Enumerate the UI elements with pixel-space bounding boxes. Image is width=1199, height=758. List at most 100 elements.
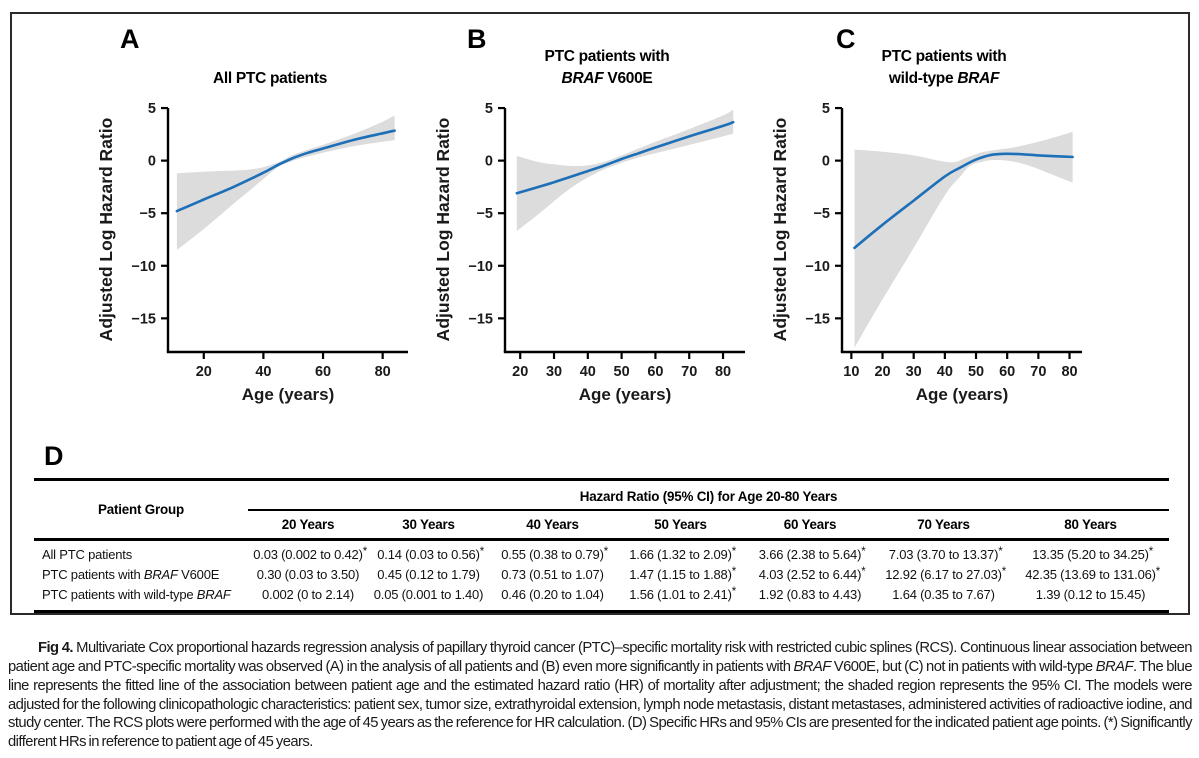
panel-title-text: All PTC patients	[212, 70, 328, 87]
y-tick-label: −10	[468, 259, 493, 275]
x-tick-label: 20	[196, 364, 212, 380]
fit-line	[175, 129, 396, 213]
hr-value-cell: 13.35 (5.20 to 34.25)*	[1032, 545, 1154, 562]
x-tick-label: 10	[843, 364, 859, 380]
caption-text: V600E, but (C) not in patients with wild…	[830, 658, 1096, 675]
x-tick-label: 20	[512, 364, 528, 380]
panel-title-line: PTC patients with	[479, 46, 735, 68]
y-tick-label: 5	[822, 101, 830, 117]
hr-value-cell: 1.92 (0.83 to 4.43)	[758, 587, 862, 602]
hr-value-cell: 0.03 (0.002 to 0.42)*	[253, 545, 368, 562]
y-tick-label: −15	[468, 311, 493, 327]
col-header-40y: 40 Years	[489, 510, 616, 541]
figure-caption: Fig 4. Multivariate Cox proportional haz…	[8, 639, 1193, 752]
patient-group-text: PTC patients with	[42, 567, 144, 582]
hr-value-cell: 3.66 (2.38 to 5.64)*	[758, 545, 866, 562]
y-tick-label: −5	[476, 206, 493, 222]
y-tick-label: −10	[805, 259, 830, 275]
y-axis-label: Adjusted Log Hazard Ratio	[96, 118, 116, 342]
patient-group-text: All PTC patients	[42, 547, 133, 562]
y-tick-label: −5	[139, 206, 156, 222]
panel-title-line: BRAF V600E	[479, 68, 735, 90]
col-header-70y: 70 Years	[875, 510, 1012, 541]
x-tick-label: 50	[968, 364, 984, 380]
col-header-80y: 80 Years	[1012, 510, 1170, 541]
table-row: All PTC patients 0.03 (0.002 to 0.42)* 0.1…	[34, 540, 1169, 565]
panel-b-letter: B	[467, 24, 487, 54]
caption-text: BRAF	[1095, 658, 1134, 675]
panel-c-letter: C	[836, 24, 856, 54]
y-axis-label: Adjusted Log Hazard Ratio	[433, 118, 453, 342]
hr-value-cell: 1.66 (1.32 to 2.09)*	[629, 545, 736, 562]
table-row: PTC patients with BRAF V600E 0.30 (0.03 t…	[34, 565, 1169, 585]
panel-title-text: PTC patients with	[544, 48, 670, 65]
hr-value-cell: 0.05 (0.001 to 1.40)	[373, 587, 484, 602]
x-tick-label: 60	[647, 364, 663, 380]
fit-line	[515, 120, 735, 195]
x-tick-label: 70	[1030, 364, 1046, 380]
hazard-ratio-table: Patient Group Hazard Ratio (95% CI) for …	[34, 478, 1170, 613]
hr-value-cell: 1.47 (1.15 to 1.88)*	[629, 565, 736, 582]
caption-text: BRAF	[793, 658, 831, 675]
ci-band	[516, 109, 734, 232]
panel-title-line: wild-type BRAF	[816, 68, 1072, 90]
x-tick-label: 20	[874, 364, 890, 380]
panel-title-text: PTC patients with	[881, 48, 1007, 65]
hr-value-cell: 0.46 (0.20 to 1.04)	[501, 587, 604, 602]
col-header-50y: 50 Years	[616, 510, 745, 541]
span-header: Hazard Ratio (95% CI) for Age 20-80 Year…	[248, 479, 1170, 511]
x-axis-label: Age (years)	[242, 385, 335, 404]
x-tick-label: 60	[999, 364, 1015, 380]
y-tick-label: −15	[131, 311, 156, 327]
patient-group-text: BRAF	[196, 587, 231, 602]
panel-d-letter: D	[44, 441, 64, 471]
col-header-60y: 60 Years	[745, 510, 875, 541]
patient-group-header: Patient Group	[34, 479, 248, 541]
caption-text: Fig 4.	[38, 639, 74, 656]
panel-title-text: wild-type	[888, 70, 958, 87]
x-tick-label: 80	[715, 364, 731, 380]
y-tick-label: 5	[148, 101, 156, 117]
patient-group-text: BRAF	[143, 567, 178, 582]
figure-frame: A All PTC patients 5 0 −5 −10 −15 20 40 60 80 Age…	[10, 12, 1190, 615]
hr-value-cell: 12.92 (6.17 to 27.03)*	[885, 565, 1007, 582]
y-tick-label: −5	[813, 206, 830, 222]
x-tick-label: 60	[315, 364, 331, 380]
panel-title-text: BRAF	[561, 70, 604, 87]
x-tick-label: 30	[546, 364, 562, 380]
y-tick-label: 0	[485, 154, 493, 170]
hr-value-cell: 0.30 (0.03 to 3.50)	[256, 567, 360, 582]
x-tick-label: 40	[255, 364, 271, 380]
table-row: PTC patients with wild-type BRAF 0.002 (0…	[34, 585, 1169, 612]
panel-a: A All PTC patients 5 0 −5 −10 −15 20 40 60 80 Age…	[90, 14, 450, 444]
y-tick-label: −15	[805, 311, 830, 327]
hr-value-cell: 0.73 (0.51 to 1.07)	[501, 567, 604, 582]
x-axis-label: Age (years)	[916, 385, 1009, 404]
x-tick-label: 30	[906, 364, 922, 380]
col-header-30y: 30 Years	[368, 510, 489, 541]
x-tick-label: 80	[1061, 364, 1077, 380]
y-axis-label: Adjusted Log Hazard Ratio	[770, 118, 790, 342]
hr-value-cell: 7.03 (3.70 to 13.37)*	[888, 545, 1003, 562]
panel-a-letter: A	[120, 24, 140, 54]
panel-title-line: PTC patients with	[816, 46, 1072, 68]
panel-title-text: V600E	[603, 70, 653, 87]
panel-title-line: All PTC patients	[142, 68, 398, 90]
panel-c: C PTC patients with wild-type BRAF 5 0 −5 −1…	[764, 14, 1124, 444]
panel-a-title: All PTC patients	[142, 40, 398, 90]
y-tick-label: 5	[485, 101, 493, 117]
x-tick-label: 70	[681, 364, 697, 380]
x-tick-label: 80	[375, 364, 391, 380]
patient-group-cell: All PTC patients	[34, 540, 248, 565]
x-axis-label: Age (years)	[579, 385, 672, 404]
patient-group-cell: PTC patients with wild-type BRAF	[34, 585, 248, 612]
panel-a-plot: 5 0 −5 −10 −15 20 40 60 80 Age (years) Adjusted Lo…	[96, 101, 408, 404]
x-tick-label: 40	[937, 364, 953, 380]
hr-value-cell: 42.35 (13.69 to 131.06)*	[1025, 565, 1161, 582]
hr-value-cell: 1.39 (0.12 to 15.45)	[1035, 587, 1146, 602]
panel-b-title: PTC patients with BRAF V600E	[479, 40, 735, 90]
caption-text: Multivariate Cox proportional hazards re…	[8, 639, 1193, 675]
y-tick-label: 0	[822, 154, 830, 170]
panel-d: D Patient Group Hazard Ratio (95% CI) fo…	[34, 441, 1174, 613]
